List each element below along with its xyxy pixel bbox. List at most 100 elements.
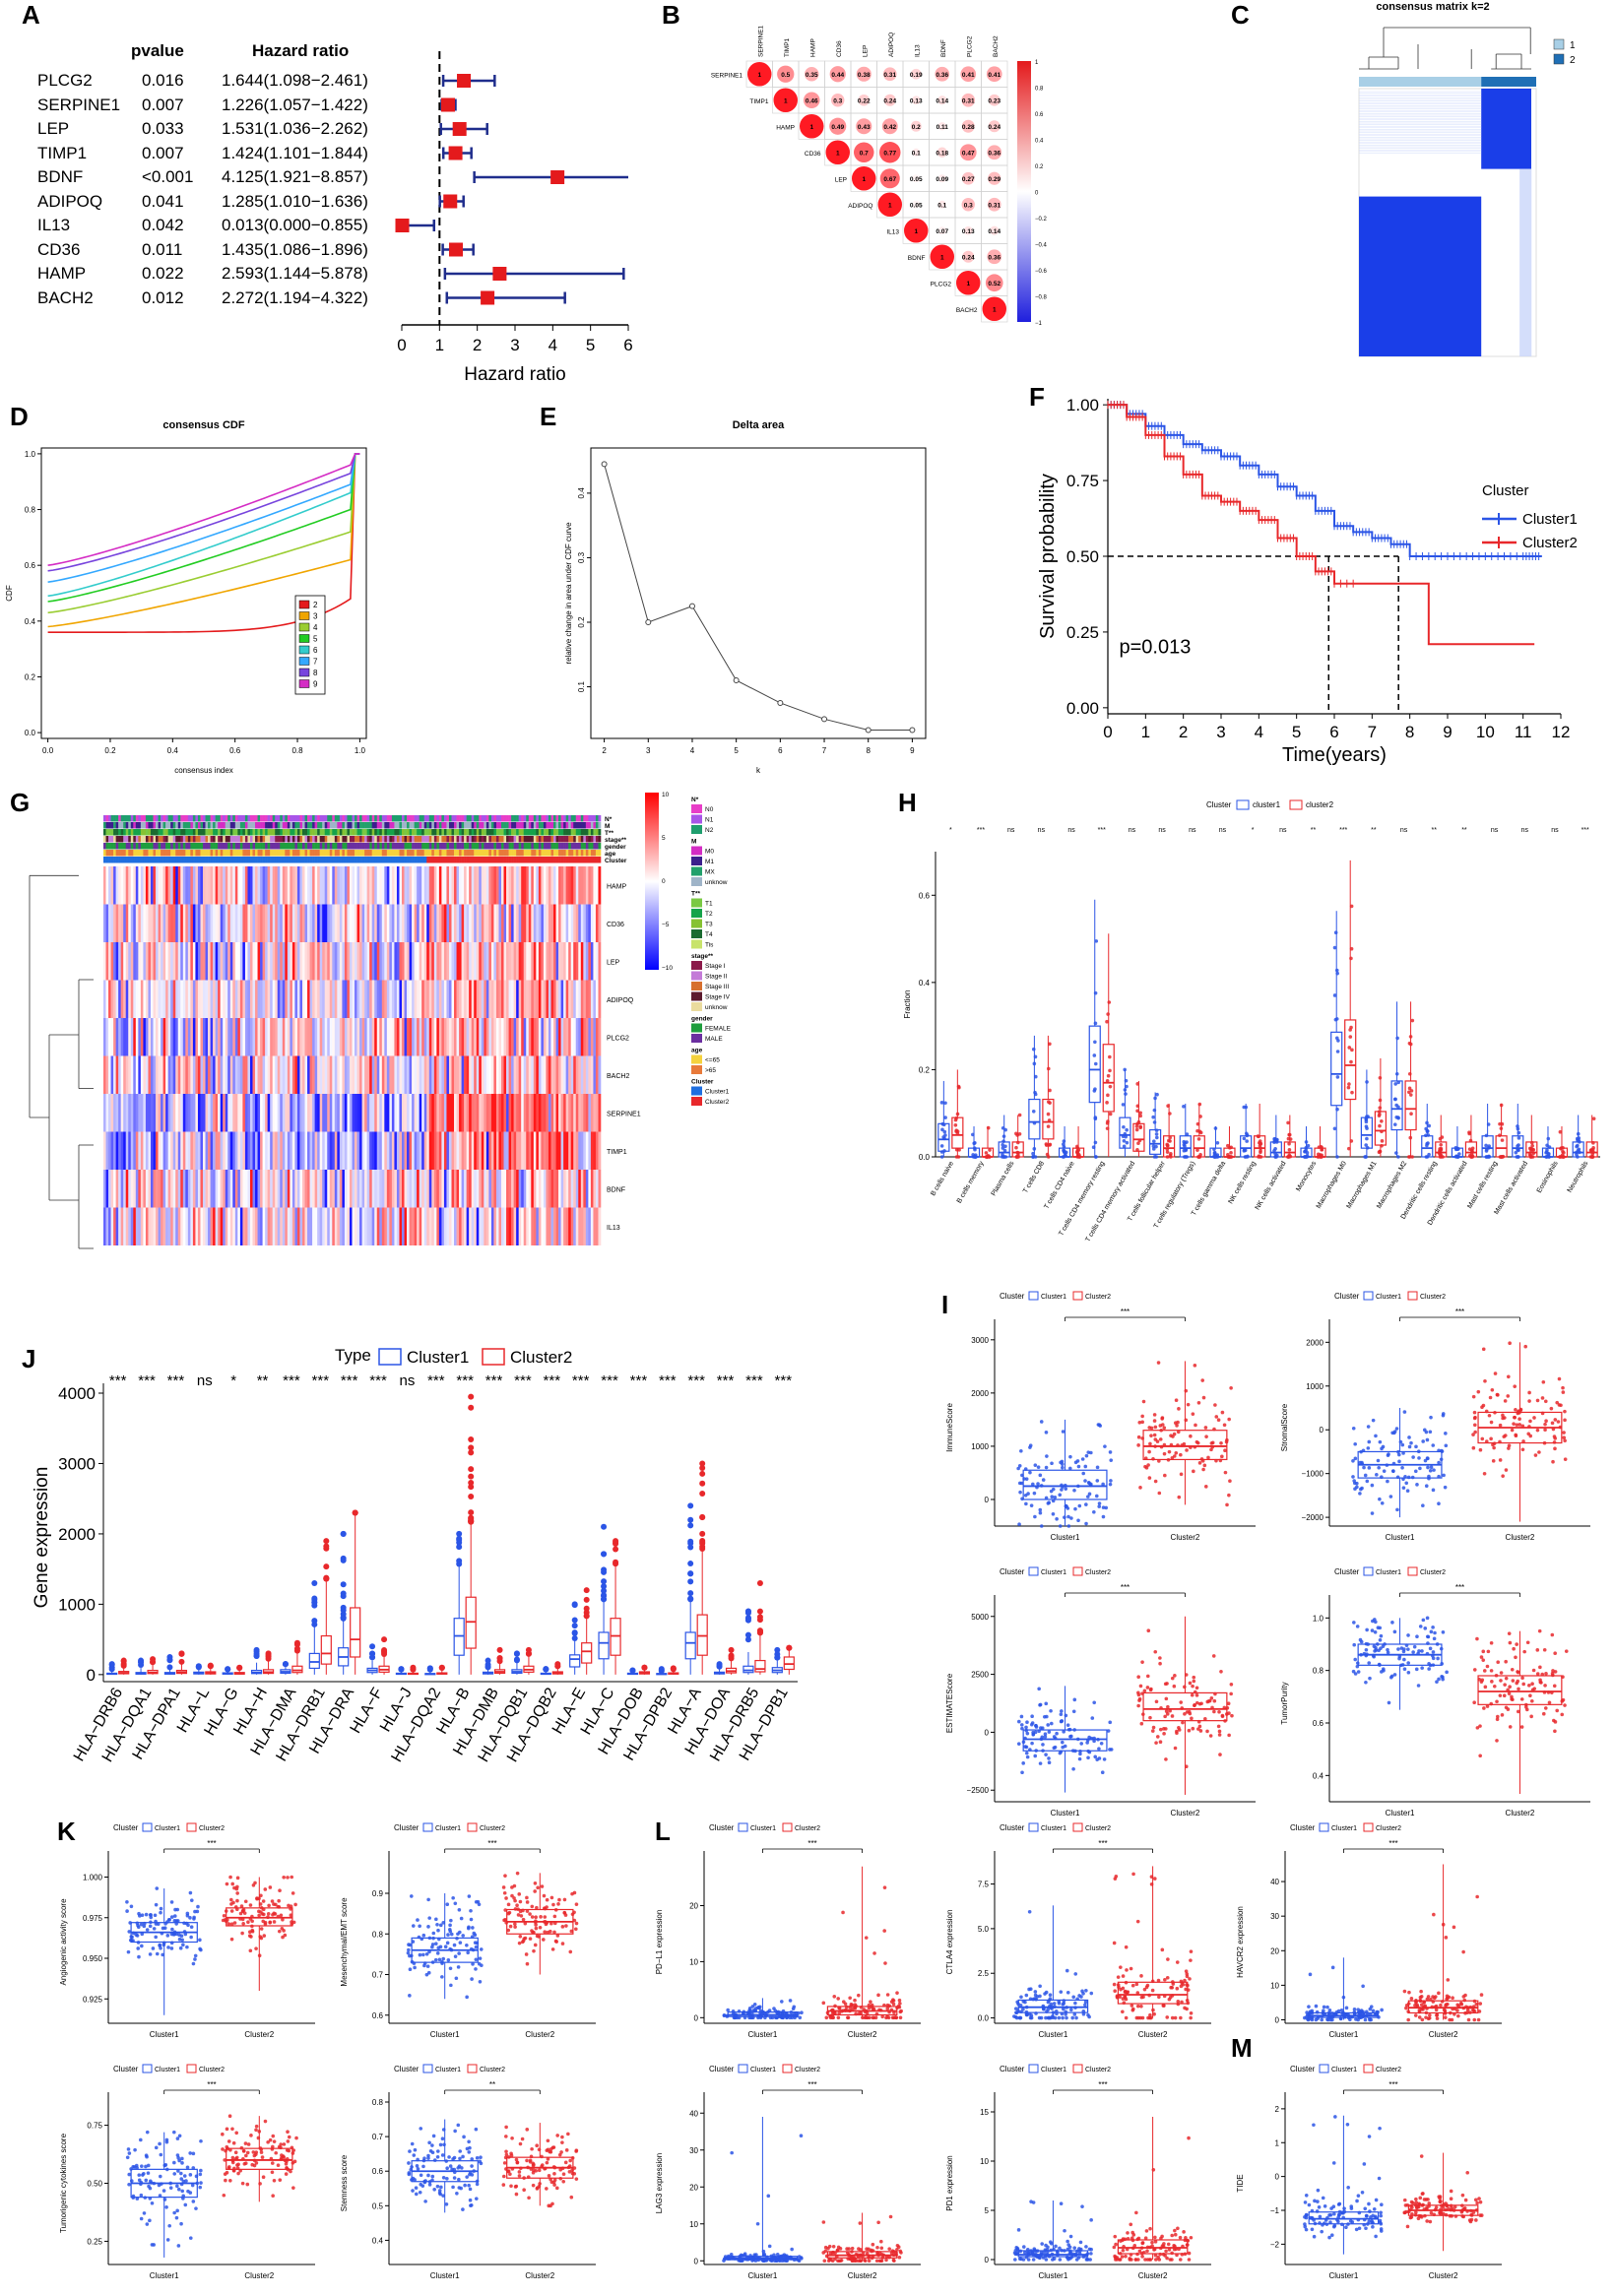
heatmap-cell bbox=[386, 1207, 390, 1245]
heatmap-cell bbox=[565, 1207, 569, 1245]
colorbar bbox=[1017, 61, 1031, 322]
delta-point bbox=[777, 699, 784, 706]
annotation-cell bbox=[322, 829, 326, 836]
annotation-cell bbox=[294, 850, 298, 857]
heatmap-cell bbox=[459, 1094, 462, 1132]
annotation-cell bbox=[280, 822, 284, 829]
annotation-cell bbox=[399, 850, 403, 857]
heatmap-cell bbox=[192, 1207, 196, 1245]
annotation-cell bbox=[105, 829, 109, 836]
heatmap-cell bbox=[536, 1018, 540, 1056]
heatmap-cell bbox=[280, 1094, 284, 1132]
fraction-c2-point bbox=[1500, 1138, 1505, 1142]
annotation-cell bbox=[376, 843, 380, 850]
heatmap-cell bbox=[215, 1018, 219, 1056]
annotation-cell bbox=[322, 857, 326, 863]
heatmap-cell bbox=[332, 1207, 336, 1245]
heatmap-cell bbox=[464, 1170, 467, 1208]
annotation-cell bbox=[404, 815, 408, 822]
heatmap-cell bbox=[329, 1207, 333, 1245]
annotation-cell bbox=[503, 836, 507, 843]
heatmap-cell bbox=[553, 904, 556, 942]
heatmap-cell bbox=[145, 980, 149, 1018]
annotation-cell bbox=[175, 815, 179, 822]
annotation-cell bbox=[391, 857, 395, 863]
heatmap-cell bbox=[210, 1055, 214, 1094]
annotation-cell bbox=[553, 815, 556, 822]
annotation-cell bbox=[506, 829, 509, 836]
heatmap-cell bbox=[431, 980, 435, 1018]
annotation-cell bbox=[262, 829, 266, 836]
annotation-cell bbox=[162, 836, 166, 843]
heatmap-cell bbox=[488, 1207, 492, 1245]
heatmap-cell bbox=[369, 1018, 372, 1056]
fraction-c2-point bbox=[1470, 1154, 1475, 1158]
heatmap-cell bbox=[113, 1170, 116, 1208]
annotation-cell bbox=[541, 843, 545, 850]
annotation-cell bbox=[376, 850, 380, 857]
annotation-cell bbox=[115, 815, 119, 822]
fraction-c1-point bbox=[1273, 1151, 1277, 1156]
legend-title: Cluster bbox=[1482, 482, 1529, 499]
annotation-cell bbox=[322, 843, 326, 850]
heatmap-cell bbox=[451, 1018, 455, 1056]
heatmap-cell bbox=[309, 980, 313, 1018]
heatmap-cell bbox=[223, 904, 226, 942]
heatmap-cell bbox=[182, 1018, 186, 1056]
annotation-cell bbox=[402, 850, 405, 857]
heatmap-cell bbox=[585, 1170, 589, 1208]
fraction-c1-point bbox=[1185, 1155, 1190, 1159]
legend-label: 3 bbox=[313, 612, 318, 621]
heatmap-cell bbox=[481, 1170, 484, 1208]
heatmap-cell bbox=[237, 1094, 241, 1132]
heatmap-cell bbox=[143, 1170, 147, 1208]
annotation-label: T** bbox=[605, 830, 614, 837]
heatmap-cell bbox=[352, 980, 355, 1018]
heatmap-cell bbox=[272, 1131, 276, 1170]
heatmap-cell bbox=[446, 1207, 450, 1245]
corr-circle bbox=[985, 274, 1003, 292]
heatmap-cell bbox=[314, 1170, 318, 1208]
heatmap-cell bbox=[158, 942, 161, 981]
heatmap-cell bbox=[327, 904, 331, 942]
heatmap-cell bbox=[115, 980, 119, 1018]
heatmap-cell bbox=[282, 1055, 286, 1094]
heatmap-cell bbox=[170, 1170, 173, 1208]
heatmap-cell bbox=[355, 1055, 357, 1094]
x-tick-label: 2 bbox=[1179, 723, 1188, 741]
heatmap-cell bbox=[319, 904, 323, 942]
heatmap-cell bbox=[538, 904, 542, 942]
heatmap-cell bbox=[433, 1094, 437, 1132]
annotation-cell bbox=[533, 850, 537, 857]
annotation-cell bbox=[488, 850, 492, 857]
annotation-cell bbox=[218, 850, 221, 857]
heatmap-cell bbox=[239, 866, 243, 905]
heatmap-cell bbox=[364, 1170, 367, 1208]
fraction-c1-point bbox=[1517, 1130, 1521, 1135]
annotation-cell bbox=[481, 850, 484, 857]
annotation-cell bbox=[412, 850, 415, 857]
annotation-cell bbox=[409, 850, 413, 857]
annotation-cell bbox=[270, 836, 273, 843]
annotation-label: gender bbox=[605, 844, 626, 851]
heatmap-cell bbox=[493, 904, 497, 942]
x-tick-label: B cells naive bbox=[930, 1160, 955, 1197]
corr-value: 1 bbox=[809, 124, 813, 131]
heatmap-cell bbox=[105, 942, 109, 981]
heatmap-cell bbox=[503, 1018, 507, 1056]
heatmap-cell bbox=[172, 980, 176, 1018]
heatmap-cell bbox=[237, 942, 241, 981]
heatmap-cell bbox=[474, 866, 478, 905]
heatmap-cell bbox=[533, 904, 537, 942]
heatmap-cell bbox=[314, 942, 318, 981]
legend-title: M bbox=[691, 839, 696, 846]
panel-label-a: A bbox=[22, 0, 40, 30]
heatmap-cell bbox=[113, 1094, 116, 1132]
heatmap-cell bbox=[187, 1170, 191, 1208]
corr-value: 1 bbox=[836, 150, 840, 157]
heatmap-cell bbox=[307, 1170, 310, 1208]
fraction-c1-point bbox=[1395, 1036, 1399, 1041]
heatmap-cell bbox=[153, 1170, 157, 1208]
